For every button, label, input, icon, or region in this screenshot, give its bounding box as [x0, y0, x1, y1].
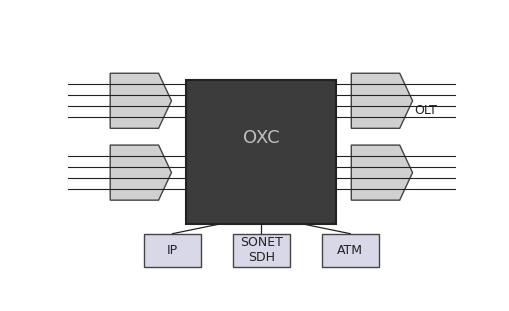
Polygon shape [351, 145, 412, 200]
Text: OLT: OLT [414, 104, 437, 117]
Bar [144, 234, 201, 267]
Text: SONET
SDH: SONET SDH [239, 236, 282, 264]
Polygon shape [110, 73, 171, 128]
Text: OXC: OXC [243, 129, 279, 147]
Bar [186, 81, 336, 224]
Text: ATM: ATM [336, 244, 362, 257]
Polygon shape [110, 145, 171, 200]
Bar [321, 234, 378, 267]
Polygon shape [351, 73, 412, 128]
Text: IP: IP [166, 244, 178, 257]
Bar [232, 234, 290, 267]
